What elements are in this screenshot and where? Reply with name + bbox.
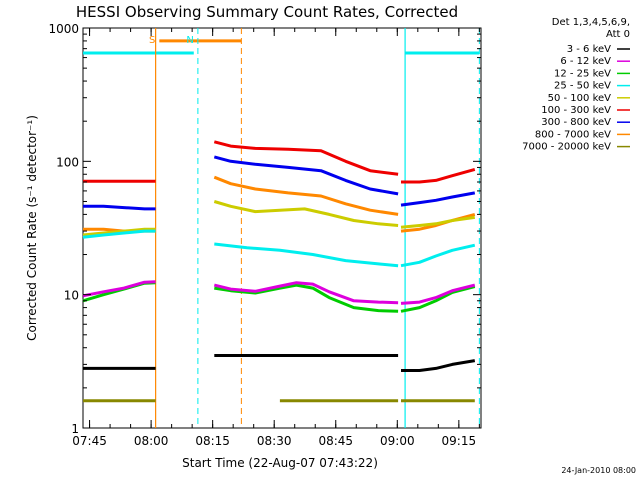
series-3-segment-0 <box>82 229 156 239</box>
series-4-segment-1 <box>213 200 399 227</box>
series-3 <box>82 229 476 268</box>
legend-label-8: 7000 - 20000 keV <box>522 142 611 153</box>
series-5 <box>83 140 476 184</box>
x-tick-label-4: 08:45 <box>318 434 353 448</box>
annotation-n: N <box>186 35 193 46</box>
annotation-s: S <box>149 35 155 46</box>
series-4-segment-2 <box>400 215 476 229</box>
axes: 07:45 08:00 08:15 08:30 08:45 09:00 09:15 1 10 10… <box>48 22 481 448</box>
series-6-segment-0 <box>83 204 156 211</box>
legend-label-2: 12 - 25 keV <box>554 68 611 79</box>
y-tick-label-0: 1 <box>71 422 79 436</box>
series-2-segment-2 <box>400 285 476 313</box>
series-4-segment-0 <box>82 227 156 237</box>
x-tick-label-5: 09:00 <box>380 434 415 448</box>
series-layer <box>82 140 476 403</box>
legend-label-1: 6 - 12 keV <box>560 56 611 67</box>
legend-label-6: 300 - 800 keV <box>541 117 611 128</box>
series-3-segment-2 <box>400 243 476 268</box>
y-tick-label-2: 100 <box>56 155 79 169</box>
series-6 <box>83 155 476 211</box>
series-4 <box>82 200 476 237</box>
legend-header-line-2: Att 0 <box>606 29 630 40</box>
series-3-segment-1 <box>214 242 399 268</box>
legend-label-5: 100 - 300 keV <box>541 105 611 116</box>
series-7-segment-1 <box>213 175 399 216</box>
x-tick-label-2: 08:15 <box>195 434 230 448</box>
series-5-segment-1 <box>213 140 399 176</box>
series-6-segment-2 <box>400 191 476 207</box>
x-tick-label-0: 07:45 <box>72 434 107 448</box>
series-2-segment-1 <box>214 283 399 313</box>
footer-date: 24-Jan-2010 08:00 <box>561 466 636 475</box>
legend-label-4: 50 - 100 keV <box>548 93 612 104</box>
y-tick-label-1: 10 <box>64 289 79 303</box>
x-tick-label-1: 08:00 <box>134 434 169 448</box>
series-6-segment-1 <box>213 155 399 196</box>
series-1-segment-0 <box>82 280 156 298</box>
x-axis-label: Start Time (22-Aug-07 07:43:22) <box>182 456 378 470</box>
series-0-segment-2 <box>401 359 476 372</box>
series-1-segment-1 <box>213 281 399 305</box>
legend-header-line-1: Det 1,3,4,5,6,9, <box>552 17 630 28</box>
series-1-segment-2 <box>400 283 476 305</box>
series-5-segment-2 <box>401 167 476 184</box>
series-1 <box>82 280 476 305</box>
legend-label-0: 3 - 6 keV <box>567 44 611 55</box>
legend-label-7: 800 - 7000 keV <box>535 129 611 140</box>
y-tick-label-3: 1000 <box>48 22 79 36</box>
x-tick-label-3: 08:30 <box>257 434 292 448</box>
chart-title: HESSI Observing Summary Count Rates, Cor… <box>76 3 458 21</box>
legend-label-3: 25 - 50 keV <box>554 81 611 92</box>
series-0 <box>83 354 476 372</box>
y-axis-label: Corrected Count Rate (s⁻¹ detector⁻¹) <box>25 115 39 341</box>
x-tick-label-6: 09:15 <box>442 434 477 448</box>
